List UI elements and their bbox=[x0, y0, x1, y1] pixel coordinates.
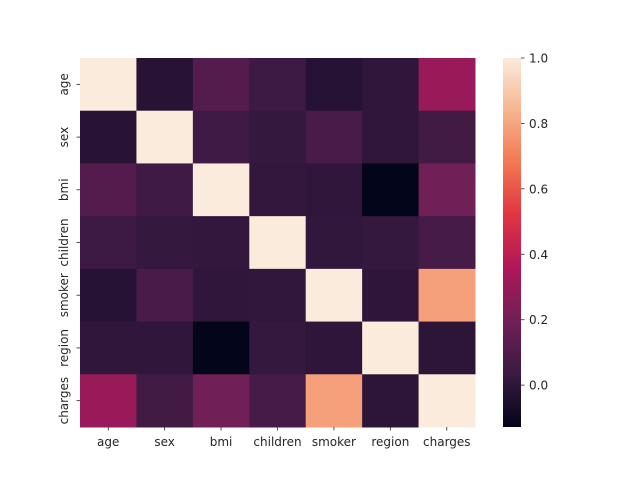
y-tick-label-charges: charges bbox=[57, 377, 71, 425]
y-tick-label-sex: sex bbox=[57, 127, 71, 148]
heatmap-cell-smoker-children bbox=[249, 268, 307, 323]
heatmap-cell-region-bmi bbox=[192, 321, 250, 375]
heatmap-cell-sex-bmi bbox=[192, 110, 250, 164]
x-tick-label-region: region bbox=[371, 435, 409, 449]
heatmap-cell-bmi-age bbox=[80, 163, 137, 217]
colorbar-bar bbox=[503, 58, 521, 427]
heatmap-cell-region-charges bbox=[418, 321, 476, 375]
heatmap-cell-age-age bbox=[80, 58, 137, 112]
heatmap-cell-sex-sex bbox=[136, 110, 194, 164]
heatmap-cell-age-region bbox=[362, 58, 420, 112]
heatmap-cell-age-charges bbox=[418, 58, 476, 112]
heatmap-cell-children-region bbox=[362, 216, 420, 270]
y-tick-label-region: region bbox=[57, 329, 71, 367]
heatmap-cell-smoker-charges bbox=[418, 268, 476, 323]
heatmap-cell-children-children bbox=[249, 216, 307, 270]
heatmap-cell-region-age bbox=[80, 321, 137, 375]
colorbar-tick-label: 0.8 bbox=[529, 117, 548, 131]
heatmap-cell-sex-children bbox=[249, 110, 307, 164]
y-tick-label-children: children bbox=[57, 218, 71, 266]
colorbar-tick-label: 1.0 bbox=[529, 52, 548, 66]
heatmap-cell-children-sex bbox=[136, 216, 194, 270]
heatmap-cell-age-sex bbox=[136, 58, 194, 112]
x-tick-label-children: children bbox=[253, 435, 301, 449]
heatmap-cell-children-bmi bbox=[192, 216, 250, 270]
heatmap-cell-children-smoker bbox=[305, 216, 363, 270]
heatmap-cell-age-smoker bbox=[305, 58, 363, 112]
colorbar-ticks: 0.0 0.2 0.4 0.6 0.8 1.0 bbox=[521, 52, 548, 393]
heatmap-cells bbox=[80, 58, 476, 428]
heatmap-cell-children-charges bbox=[418, 216, 476, 270]
heatmap-cell-smoker-sex bbox=[136, 268, 194, 323]
colorbar-tick-label: 0.2 bbox=[529, 313, 548, 327]
heatmap-cell-charges-age bbox=[80, 374, 137, 428]
x-tick-label-smoker: smoker bbox=[312, 435, 356, 449]
heatmap-cell-bmi-charges bbox=[418, 163, 476, 217]
heatmap-cell-charges-sex bbox=[136, 374, 194, 428]
colorbar-tick-label: 0.0 bbox=[529, 379, 548, 393]
heatmap-cell-bmi-bmi bbox=[192, 163, 250, 217]
heatmap-cell-charges-children bbox=[249, 374, 307, 428]
heatmap-cell-bmi-smoker bbox=[305, 163, 363, 217]
y-tick-label-bmi: bmi bbox=[57, 178, 71, 201]
colorbar: 0.0 0.2 0.4 0.6 0.8 1.0 bbox=[503, 52, 548, 427]
colorbar-tick-label: 0.4 bbox=[529, 248, 548, 262]
heatmap-cell-smoker-smoker bbox=[305, 268, 363, 323]
heatmap-cell-region-children bbox=[249, 321, 307, 375]
colorbar-tick-label: 0.6 bbox=[529, 182, 548, 196]
heatmap-cell-smoker-bmi bbox=[192, 268, 250, 323]
heatmap-cell-region-region bbox=[362, 321, 420, 375]
y-tick-label-age: age bbox=[57, 73, 71, 95]
x-tick-label-age: age bbox=[97, 435, 119, 449]
heatmap-cell-bmi-children bbox=[249, 163, 307, 217]
heatmap-cell-sex-age bbox=[80, 110, 137, 164]
y-axis-ticks: age sex bmi children smoker region charges bbox=[57, 73, 80, 424]
heatmap-cell-age-children bbox=[249, 58, 307, 112]
heatmap-cell-smoker-age bbox=[80, 268, 137, 323]
heatmap-cell-charges-region bbox=[362, 374, 420, 428]
heatmap-cell-charges-smoker bbox=[305, 374, 363, 428]
heatmap-cell-charges-charges bbox=[418, 374, 476, 428]
x-tick-label-charges: charges bbox=[423, 435, 471, 449]
heatmap-cell-age-bmi bbox=[192, 58, 250, 112]
y-tick-label-smoker: smoker bbox=[57, 273, 71, 317]
x-tick-label-sex: sex bbox=[154, 435, 175, 449]
heatmap-cell-bmi-region bbox=[362, 163, 420, 217]
heatmap-cell-children-age bbox=[80, 216, 137, 270]
heatmap-cell-sex-smoker bbox=[305, 110, 363, 164]
heatmap-cell-region-sex bbox=[136, 321, 194, 375]
x-axis-ticks: age sex bmi children smoker region charges bbox=[97, 427, 471, 449]
heatmap-cell-sex-region bbox=[362, 110, 420, 164]
heatmap-cell-smoker-region bbox=[362, 268, 420, 323]
heatmap-cell-bmi-sex bbox=[136, 163, 194, 217]
x-tick-label-bmi: bmi bbox=[210, 435, 233, 449]
heatmap-cell-region-smoker bbox=[305, 321, 363, 375]
heatmap-cell-sex-charges bbox=[418, 110, 476, 164]
heatmap-cell-charges-bmi bbox=[192, 374, 250, 428]
